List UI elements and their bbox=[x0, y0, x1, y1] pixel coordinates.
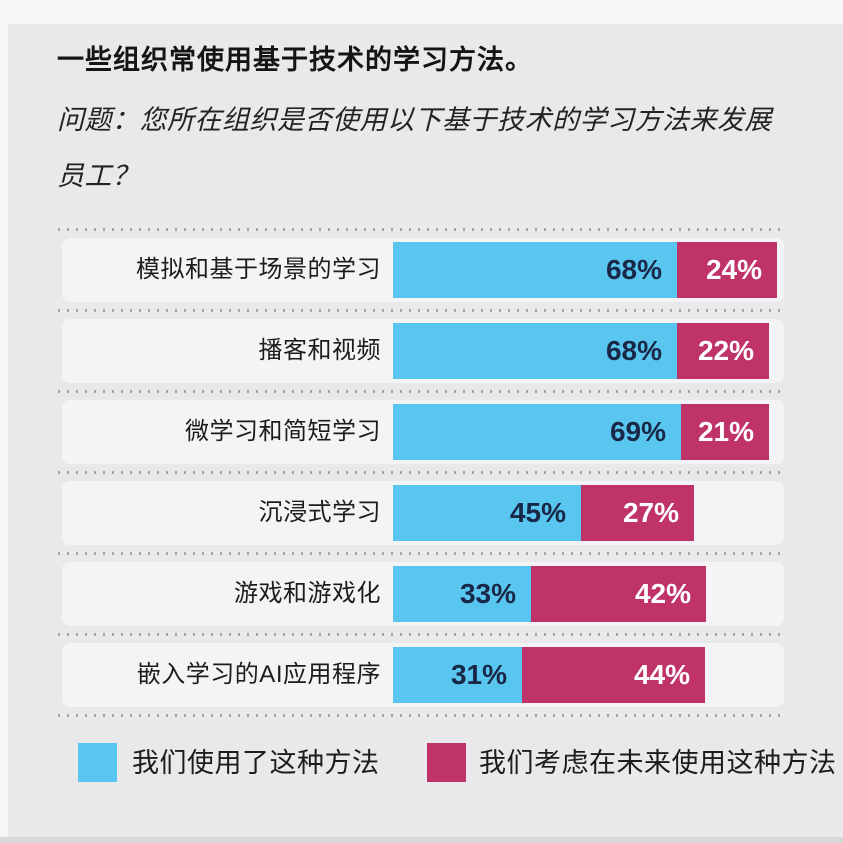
dotted-separator bbox=[58, 714, 784, 717]
dotted-separator bbox=[58, 633, 784, 636]
bar-used-segment: 68% bbox=[393, 242, 677, 298]
chart-row-bar: 33% 42% bbox=[393, 566, 706, 622]
row-label: 模拟和基于场景的学习 bbox=[136, 256, 381, 283]
bar-considered-value: 22% bbox=[697, 335, 754, 366]
bar-considered-segment: 22% bbox=[677, 323, 769, 379]
chart-panel: 一些组织常使用基于技术的学习方法。 问题：您所在组织是否使用以下基于技术的学习方… bbox=[8, 24, 843, 837]
chart-row-bar: 31% 44% bbox=[393, 647, 705, 703]
survey-question-line-1: 问题：您所在组织是否使用以下基于技术的学习方法来发展 bbox=[57, 105, 772, 135]
stacked-bar-chart: 模拟和基于场景的学习 68% 24% 播客和视频 68% 22% 微学习和简短学习 69% 21… bbox=[8, 24, 843, 837]
legend: 我们使用了这种方法 我们考虑在未来使用这种方法 bbox=[8, 743, 843, 782]
chart-row-bar: 68% 24% bbox=[393, 242, 777, 298]
bar-used-value: 68% bbox=[605, 254, 662, 285]
chart-row-bar: 45% 27% bbox=[393, 485, 694, 541]
bar-used-segment: 68% bbox=[393, 323, 677, 379]
bottom-edge-strip bbox=[0, 837, 843, 843]
bar-considered-segment: 24% bbox=[677, 242, 777, 298]
bar-used-value: 69% bbox=[609, 416, 666, 447]
row-label: 播客和视频 bbox=[258, 337, 381, 364]
row-label: 微学习和简短学习 bbox=[185, 418, 381, 445]
bar-used-segment: 69% bbox=[393, 404, 681, 460]
bar-considered-value: 27% bbox=[622, 497, 679, 528]
row-label: 游戏和游戏化 bbox=[234, 580, 381, 607]
bar-used-segment: 45% bbox=[393, 485, 581, 541]
bar-considered-segment: 21% bbox=[681, 404, 769, 460]
bar-used-segment: 33% bbox=[393, 566, 531, 622]
row-label: 嵌入学习的AI应用程序 bbox=[136, 661, 381, 688]
survey-question-line-2: 员工？ bbox=[57, 161, 140, 191]
legend-considered-swatch bbox=[427, 743, 466, 782]
bar-used-segment: 31% bbox=[393, 647, 522, 703]
page-title: 一些组织常使用基于技术的学习方法。 bbox=[57, 45, 533, 75]
bar-considered-segment: 27% bbox=[581, 485, 694, 541]
bar-used-value: 68% bbox=[605, 335, 662, 366]
row-label: 沉浸式学习 bbox=[258, 499, 381, 526]
bar-considered-segment: 42% bbox=[531, 566, 706, 622]
bar-used-value: 33% bbox=[459, 578, 516, 609]
legend-considered-label: 我们考虑在未来使用这种方法 bbox=[479, 748, 837, 778]
bar-considered-value: 42% bbox=[634, 578, 691, 609]
legend-used-label: 我们使用了这种方法 bbox=[132, 748, 380, 778]
bar-used-value: 45% bbox=[509, 497, 566, 528]
bar-considered-segment: 44% bbox=[522, 647, 705, 703]
dotted-separator bbox=[58, 471, 784, 474]
survey-question: 问题：您所在组织是否使用以下基于技术的学习方法来发展 员工？ bbox=[57, 92, 827, 204]
bar-considered-value: 24% bbox=[705, 254, 762, 285]
bar-considered-value: 21% bbox=[697, 416, 754, 447]
dotted-separator bbox=[58, 552, 784, 555]
bar-considered-value: 44% bbox=[633, 659, 690, 690]
legend-used-swatch bbox=[78, 743, 117, 782]
chart-row-bar: 68% 22% bbox=[393, 323, 769, 379]
dotted-separator bbox=[58, 390, 784, 393]
bar-used-value: 31% bbox=[450, 659, 507, 690]
dotted-separator bbox=[58, 228, 784, 231]
dotted-separator bbox=[58, 309, 784, 312]
chart-row-bar: 69% 21% bbox=[393, 404, 769, 460]
